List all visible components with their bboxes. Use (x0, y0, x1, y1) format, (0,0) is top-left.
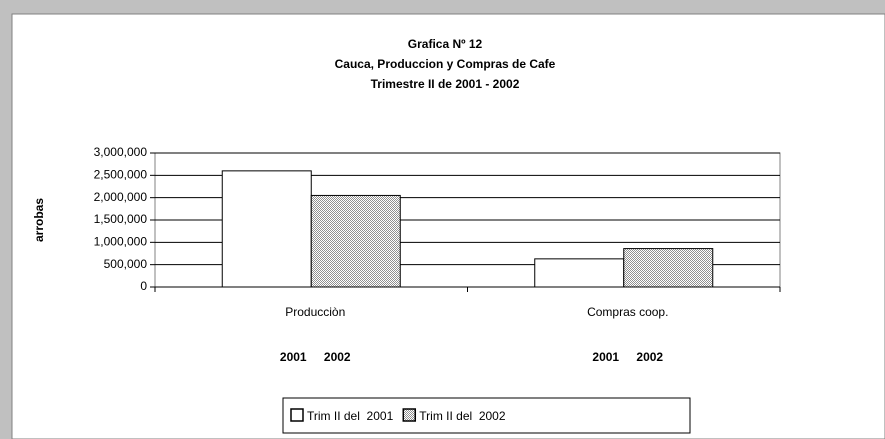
legend-label: Trim II del 2001 (307, 409, 394, 423)
legend-label: Trim II del 2002 (419, 409, 506, 423)
annotation: 2002 (636, 350, 663, 364)
bar (310, 194, 401, 288)
y-tick-label: 1,000,000 (94, 235, 148, 249)
y-tick-label: 3,000,000 (94, 145, 148, 159)
x-tick-label: Compras coop. (587, 305, 668, 319)
legend (282, 397, 691, 434)
y-tick-label: 1,500,000 (94, 212, 148, 226)
annotation: 2002 (324, 350, 351, 364)
y-tick-label: 500,000 (104, 257, 148, 271)
legend-swatch (290, 408, 304, 422)
chart-area (11, 13, 885, 439)
y-axis-label: arrobas (32, 198, 46, 242)
x-tick-label: Producciòn (285, 305, 345, 319)
y-tick-label: 2,500,000 (94, 168, 148, 182)
y-tick-label: 0 (140, 279, 147, 293)
chart-title: Cauca, Produccion y Compras de Cafe (335, 57, 556, 71)
bar (534, 258, 625, 288)
chart-title: Grafica Nº 12 (408, 37, 483, 51)
y-tick-label: 2,000,000 (94, 190, 148, 204)
annotation: 2001 (592, 350, 619, 364)
bar (623, 248, 714, 288)
legend-swatch (402, 408, 417, 422)
bar (221, 170, 312, 288)
annotation: 2001 (280, 350, 307, 364)
chart-title: Trimestre II de 2001 - 2002 (371, 77, 520, 91)
